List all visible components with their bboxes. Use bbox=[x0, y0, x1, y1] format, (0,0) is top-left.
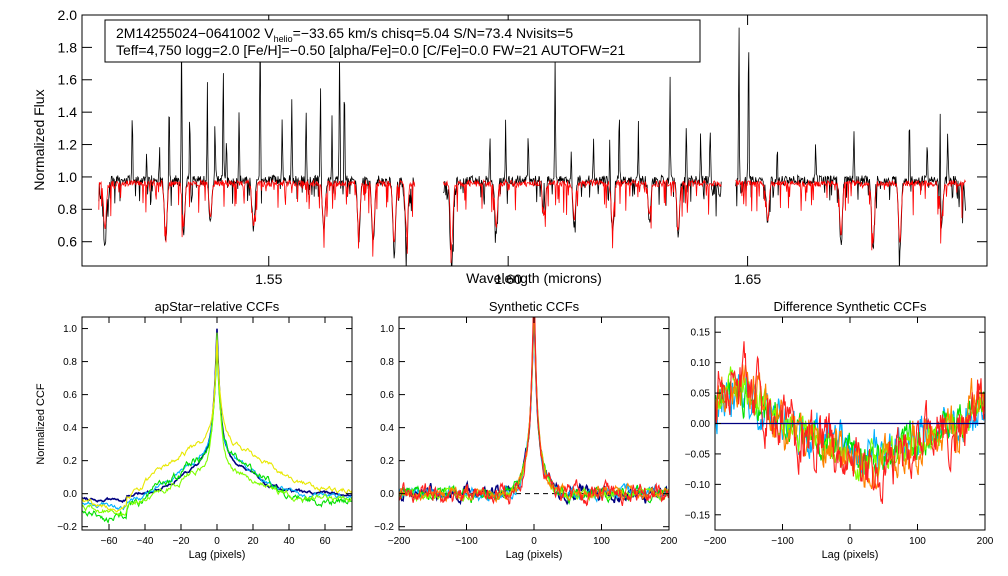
y-tick-label: 2.0 bbox=[58, 7, 78, 23]
spectrum-x-label: Wavelength (microns) bbox=[466, 270, 602, 286]
synthetic-ccf-panel: Synthetic CCFs −200 −100 0 100 200 −0.2 0.0 0.2… bbox=[374, 299, 678, 561]
apstar-y-label: Normalized CCF bbox=[35, 383, 47, 465]
annotation-line-2: Teff=4,750 logg=2.0 [Fe/H]=−0.50 [alpha/… bbox=[116, 42, 625, 58]
y-tick-label: 0.0 bbox=[63, 489, 77, 500]
y-tick-label: 0.00 bbox=[691, 419, 711, 430]
y-tick-label: −0.2 bbox=[374, 522, 394, 533]
synthetic-ccf-visit-6 bbox=[399, 317, 669, 507]
y-tick-label: 0.6 bbox=[63, 390, 77, 401]
difference-ticks: −200 −100 0 100 200 −0.15 −0.10 −0.05 0.00 0.05 0.… bbox=[685, 317, 994, 547]
x-tick-label: −100 bbox=[455, 536, 478, 547]
x-tick-label: 1.55 bbox=[255, 271, 282, 287]
x-tick-label: 40 bbox=[283, 536, 295, 547]
y-tick-label: −0.05 bbox=[685, 449, 711, 460]
x-tick-label: −200 bbox=[704, 536, 727, 547]
x-tick-label: 0 bbox=[531, 536, 537, 547]
spectrum-model-segment-3 bbox=[735, 178, 966, 251]
spectrum-panel: 1.55 1.60 1.65 0.6 0.8 1.0 1.2 1.4 1.6 1.8 2.0 Wav… bbox=[31, 7, 988, 287]
x-tick-label: −200 bbox=[388, 536, 411, 547]
synthetic-plot-area bbox=[399, 317, 669, 507]
y-tick-label: 0.0 bbox=[380, 489, 394, 500]
apstar-ccf-panel: apStar−relative CCFs −60 −40 −20 0 20 40 60 −0.… bbox=[35, 299, 353, 561]
y-tick-label: 0.05 bbox=[691, 389, 711, 400]
y-tick-label: 1.8 bbox=[58, 39, 78, 55]
spectrum-model-segment-1 bbox=[98, 178, 416, 257]
y-tick-label: 0.4 bbox=[63, 423, 77, 434]
y-tick-label: 1.6 bbox=[58, 72, 78, 88]
synthetic-ccf-visit-3 bbox=[399, 317, 669, 505]
y-tick-label: 1.2 bbox=[58, 136, 78, 152]
y-tick-label: 0.8 bbox=[380, 357, 394, 368]
y-tick-label: 0.6 bbox=[58, 234, 78, 250]
annotation-vhelio-subscript: helio bbox=[274, 34, 293, 44]
x-tick-label: 20 bbox=[247, 536, 259, 547]
x-tick-label: −20 bbox=[173, 536, 190, 547]
apstar-ccf-visit-5 bbox=[82, 339, 352, 513]
spectrum-model-segment-2 bbox=[443, 178, 722, 264]
y-tick-label: 1.0 bbox=[63, 324, 77, 335]
x-tick-label: 200 bbox=[977, 536, 994, 547]
x-tick-label: 0 bbox=[847, 536, 853, 547]
synthetic-title: Synthetic CCFs bbox=[489, 299, 580, 314]
difference-x-label: Lag (pixels) bbox=[822, 549, 879, 561]
y-tick-label: −0.10 bbox=[685, 480, 711, 491]
y-tick-label: 1.4 bbox=[58, 104, 78, 120]
apstar-ticks: −60 −40 −20 0 20 40 60 −0.2 0.0 0.2 0.4 0.6 0.8 1.0 bbox=[57, 317, 352, 547]
y-tick-label: 0.2 bbox=[380, 456, 394, 467]
y-tick-label: −0.15 bbox=[685, 510, 711, 521]
difference-title: Difference Synthetic CCFs bbox=[774, 299, 927, 314]
synthetic-ticks: −200 −100 0 100 200 −0.2 0.0 0.2 0.4 0.6 0.8 1.0 bbox=[374, 317, 678, 547]
y-tick-label: 0.4 bbox=[380, 423, 394, 434]
x-tick-label: 1.65 bbox=[734, 271, 761, 287]
y-tick-label: 0.8 bbox=[58, 201, 78, 217]
spectrum-plot-area bbox=[98, 27, 966, 266]
spectrum-ticks: 1.55 1.60 1.65 0.6 0.8 1.0 1.2 1.4 1.6 1.8 2.0 bbox=[58, 7, 987, 287]
spectrum-frame bbox=[81, 14, 988, 267]
apstar-ccf-visit-1 bbox=[82, 328, 352, 504]
apstar-x-label: Lag (pixels) bbox=[189, 549, 246, 561]
y-tick-label: 1.0 bbox=[380, 324, 394, 335]
y-tick-label: 0.6 bbox=[380, 390, 394, 401]
x-tick-label: 100 bbox=[909, 536, 926, 547]
y-tick-label: 0.8 bbox=[63, 357, 77, 368]
x-tick-label: 0 bbox=[214, 536, 220, 547]
apstar-ccf-visit-4 bbox=[82, 332, 352, 517]
synthetic-x-label: Lag (pixels) bbox=[506, 549, 563, 561]
y-tick-label: 1.0 bbox=[58, 169, 78, 185]
y-tick-label: 0.15 bbox=[691, 328, 711, 339]
difference-ccf-panel: Difference Synthetic CCFs −200 −100 0 100 20… bbox=[685, 299, 994, 561]
x-tick-label: 60 bbox=[319, 536, 331, 547]
x-tick-label: −60 bbox=[101, 536, 118, 547]
apstar-title: apStar−relative CCFs bbox=[155, 299, 280, 314]
x-tick-label: 1.60 bbox=[495, 271, 522, 287]
x-tick-label: 200 bbox=[661, 536, 678, 547]
annotation-star-stats: =−33.65 km/s chisq=5.04 S/N=73.4 Nvisits… bbox=[293, 25, 574, 41]
y-tick-label: 0.10 bbox=[691, 358, 711, 369]
annotation-star-id: 2M14255024−0641002 V bbox=[116, 25, 274, 41]
annotation-frame bbox=[104, 19, 701, 63]
annotation-line-1: 2M14255024−0641002 Vhelio=−33.65 km/s ch… bbox=[116, 25, 573, 44]
x-tick-label: −40 bbox=[137, 536, 154, 547]
difference-plot-area bbox=[715, 341, 985, 504]
apstar-plot-area bbox=[82, 328, 352, 524]
synthetic-ccf-visit-4 bbox=[399, 317, 669, 503]
spectrum-y-label: Normalized Flux bbox=[31, 89, 47, 190]
spectrum-annotation-box: 2M14255024−0641002 Vhelio=−33.65 km/s ch… bbox=[104, 19, 701, 63]
x-tick-label: −100 bbox=[771, 536, 794, 547]
y-tick-label: 0.2 bbox=[63, 456, 77, 467]
y-tick-label: −0.2 bbox=[57, 522, 77, 533]
x-tick-label: 100 bbox=[593, 536, 610, 547]
